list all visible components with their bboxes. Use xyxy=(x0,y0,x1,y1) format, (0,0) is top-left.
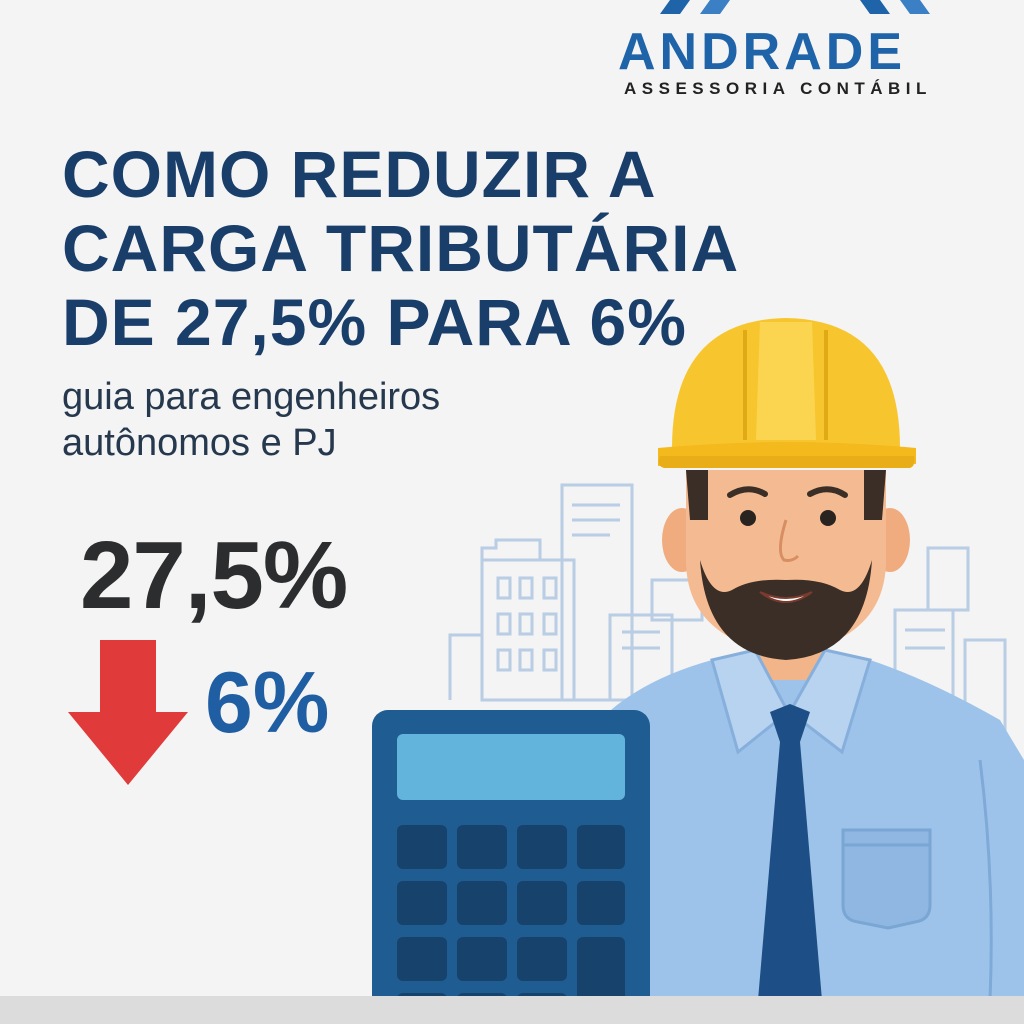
subtitle: guia para engenheiros autônomos e PJ xyxy=(62,374,582,466)
headline-line: CARGA TRIBUTÁRIA xyxy=(62,211,740,285)
brand-logo: ANDRADE ASSESSORIA CONTÁBIL xyxy=(600,0,1000,110)
headline-line: COMO REDUZIR A xyxy=(62,137,657,211)
headline-line: DE 27,5% PARA 6% xyxy=(62,285,687,359)
subtitle-line: autônomos e PJ xyxy=(62,422,337,464)
down-arrow-icon xyxy=(68,640,188,785)
engineer-icon xyxy=(600,470,1024,1001)
subtitle-line: guia para engenheiros xyxy=(62,376,441,418)
logo-mark-icon xyxy=(660,0,930,14)
rate-to: 6% xyxy=(205,655,330,751)
headline: COMO REDUZIR A CARGA TRIBUTÁRIA DE 27,5%… xyxy=(62,137,762,359)
brand-tagline: ASSESSORIA CONTÁBIL xyxy=(624,79,932,98)
brand-name: ANDRADE xyxy=(618,23,906,81)
floor xyxy=(0,996,1024,1024)
hard-hat-icon xyxy=(658,318,916,468)
calculator-icon xyxy=(372,710,650,1024)
rate-from: 27,5% xyxy=(80,522,348,629)
